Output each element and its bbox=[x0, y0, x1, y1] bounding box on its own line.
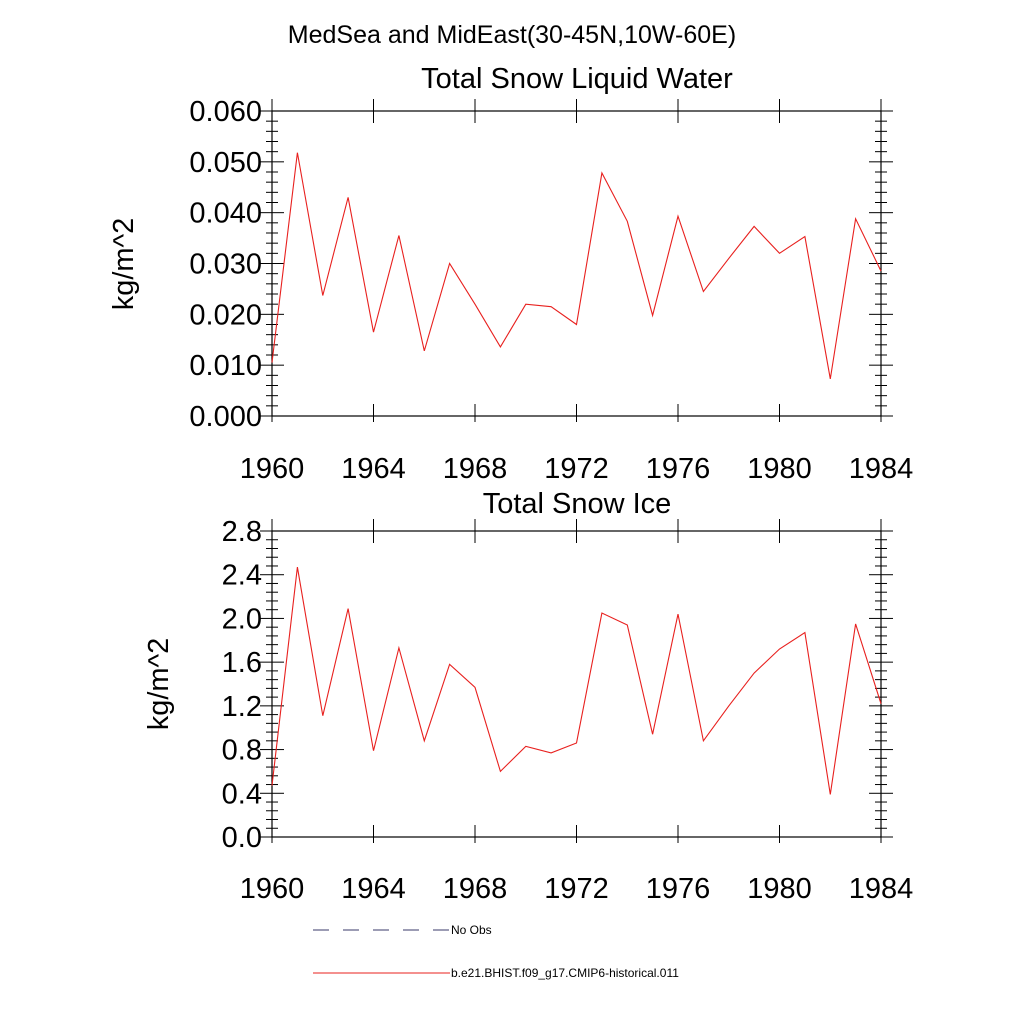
y-tick-label: 2.0 bbox=[222, 603, 262, 635]
x-tick-label: 1984 bbox=[849, 453, 914, 485]
y-tick-label: 0.8 bbox=[222, 735, 262, 767]
x-tick-label: 1976 bbox=[646, 453, 711, 485]
y-tick-label: 0.000 bbox=[189, 401, 262, 433]
y-tick-label: 0.040 bbox=[189, 198, 262, 230]
y-axis-label-snow-liquid-water: kg/m^2 bbox=[108, 218, 140, 311]
y-tick-label: 0.050 bbox=[189, 147, 262, 179]
x-tick-label: 1976 bbox=[646, 873, 711, 905]
chart-title-snow-liquid-water: Total Snow Liquid Water bbox=[421, 63, 733, 95]
y-tick-label: 0.0 bbox=[222, 822, 262, 854]
x-tick-label: 1980 bbox=[747, 873, 812, 905]
x-tick-label: 1960 bbox=[240, 453, 305, 485]
legend: No Obs b.e21.BHIST.f09_g17.CMIP6-histori… bbox=[313, 923, 679, 980]
y-tick-label: 1.6 bbox=[222, 647, 262, 679]
chart-snow-liquid-water: Total Snow Liquid Water kg/m^2 0.000 0.01… bbox=[108, 63, 913, 485]
x-tick-label: 1968 bbox=[443, 453, 508, 485]
x-tick-label: 1972 bbox=[544, 453, 609, 485]
legend-label-model: b.e21.BHIST.f09_g17.CMIP6-historical.011 bbox=[451, 966, 679, 980]
y-tick-label: 0.010 bbox=[189, 350, 262, 382]
series-line-0 bbox=[271, 567, 882, 795]
y-tick-label: 2.8 bbox=[222, 516, 262, 548]
chart-title-snow-ice: Total Snow Ice bbox=[483, 488, 672, 520]
y-tick-label: 2.4 bbox=[222, 560, 262, 592]
figure-title: MedSea and MidEast(30-45N,10W-60E) bbox=[288, 21, 736, 49]
x-tick-label: 1964 bbox=[341, 453, 406, 485]
legend-label-no-obs: No Obs bbox=[451, 923, 492, 937]
y-tick-label: 0.4 bbox=[222, 778, 262, 810]
y-tick-label: 1.2 bbox=[222, 691, 262, 723]
x-tick-label: 1972 bbox=[544, 873, 609, 905]
series-line-0 bbox=[271, 152, 882, 379]
plot-frame bbox=[271, 110, 882, 417]
chart-snow-ice: Total Snow Ice kg/m^2 0.0 0.4 0.8 1.2 1.6 2.0… bbox=[143, 488, 913, 905]
plot-frame bbox=[271, 530, 882, 838]
y-tick-label: 0.020 bbox=[189, 299, 262, 331]
y-tick-label: 0.060 bbox=[189, 96, 262, 128]
x-tick-label: 1968 bbox=[443, 873, 508, 905]
x-tick-label: 1960 bbox=[240, 873, 305, 905]
x-tick-label: 1984 bbox=[849, 873, 914, 905]
x-tick-label: 1964 bbox=[341, 873, 406, 905]
x-tick-label: 1980 bbox=[747, 453, 812, 485]
y-axis-label-snow-ice: kg/m^2 bbox=[143, 638, 175, 731]
y-tick-label: 0.030 bbox=[189, 249, 262, 281]
